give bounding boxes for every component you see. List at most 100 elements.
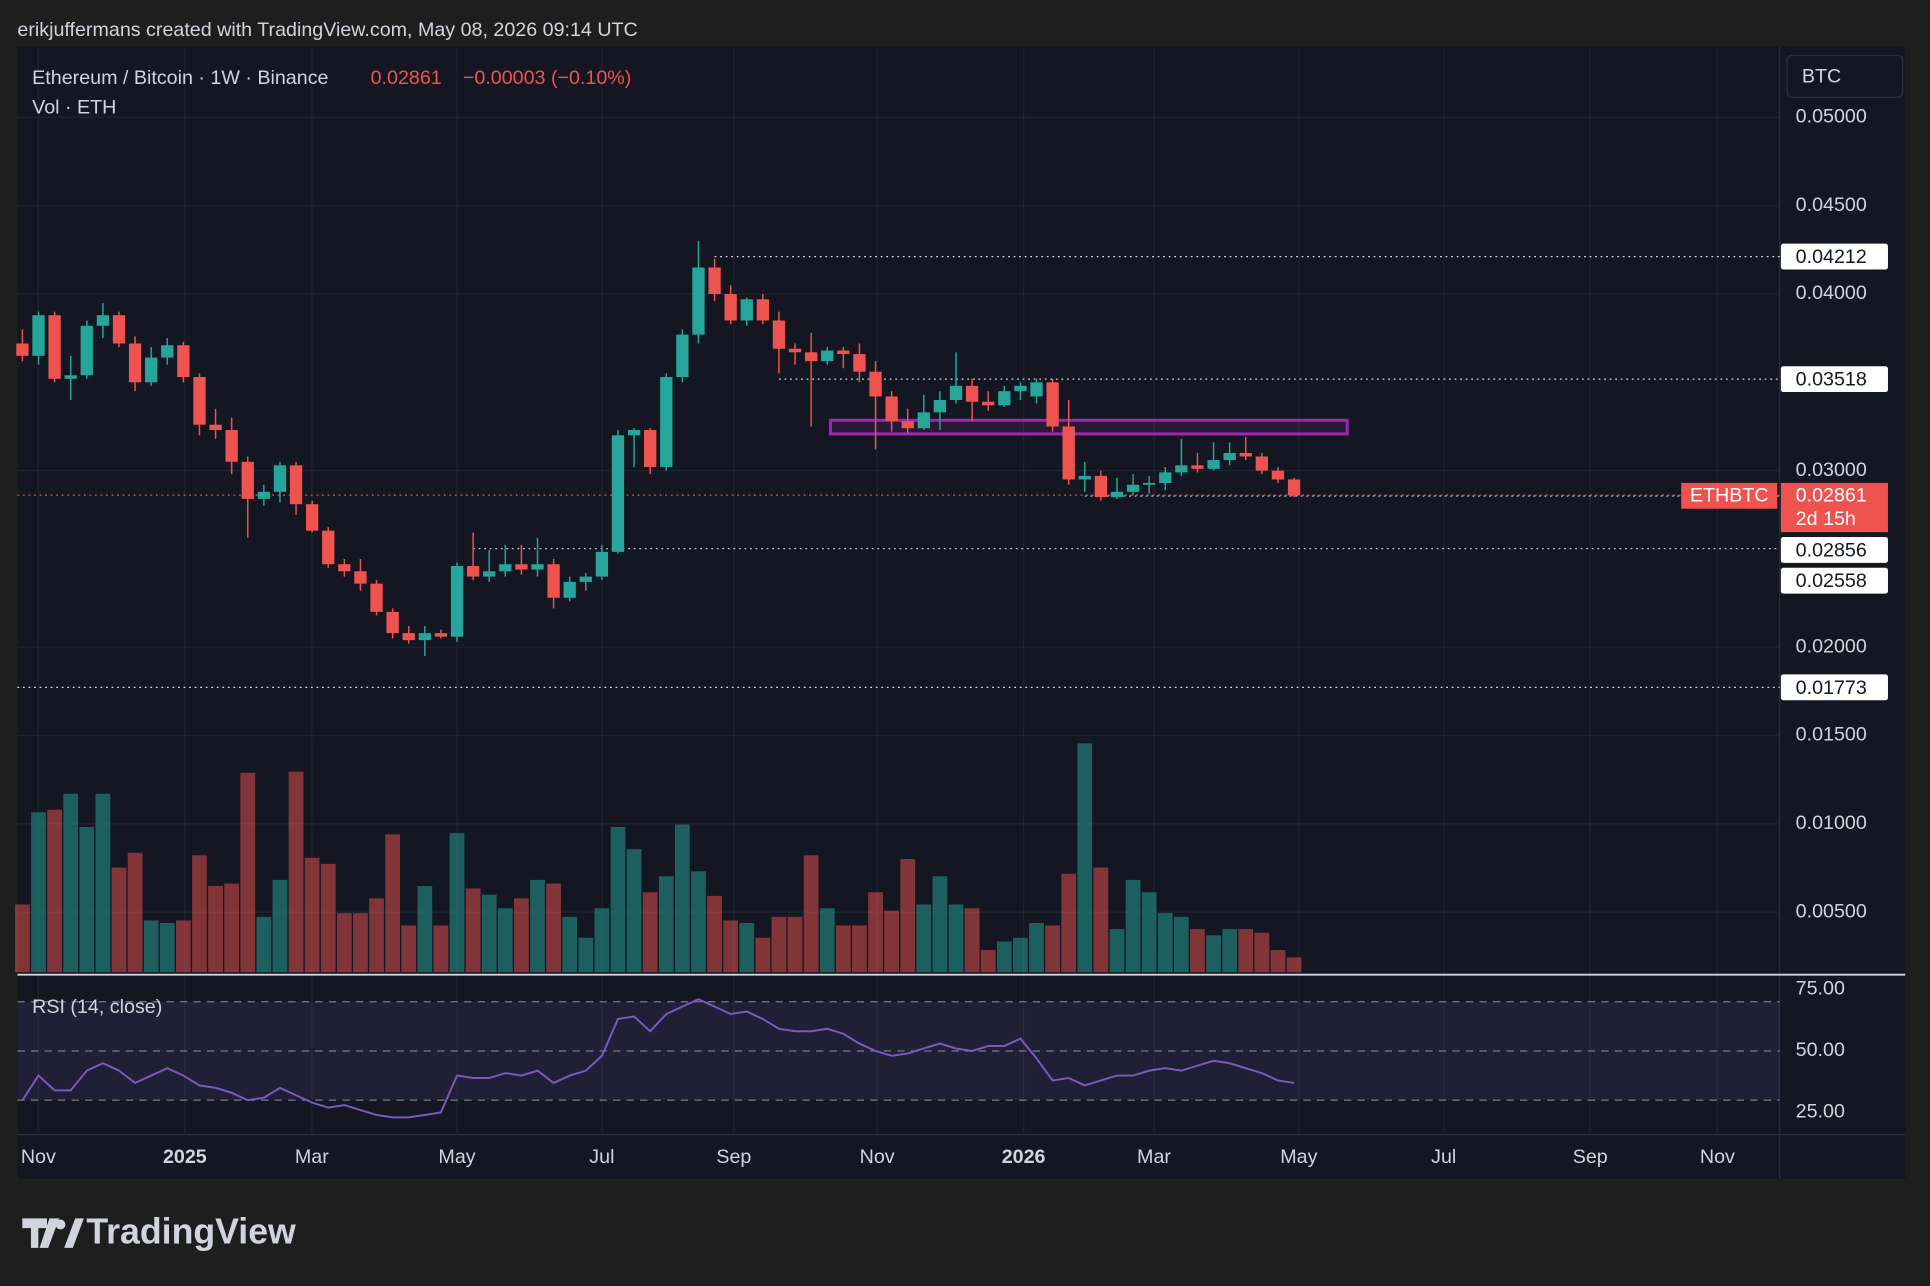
volume-bar	[642, 892, 658, 973]
candle-body	[257, 491, 271, 499]
level-label-box	[1780, 243, 1888, 270]
candle-body	[1191, 465, 1204, 469]
volume-bar	[1270, 950, 1286, 973]
candle-body	[563, 581, 576, 598]
volume-bar	[385, 834, 401, 973]
candle-body	[402, 633, 415, 641]
candle-body	[193, 377, 206, 425]
candle-body	[740, 299, 753, 321]
volume-bar	[546, 883, 561, 973]
candle-body	[386, 611, 399, 634]
x-tick-label: Nov	[21, 1146, 56, 1168]
volume-bar	[320, 863, 336, 973]
logo-icon	[22, 1218, 60, 1248]
volume-bar	[819, 908, 835, 973]
volume-bar	[1061, 873, 1077, 973]
candle-body	[1126, 484, 1140, 492]
volume-bar	[932, 876, 948, 973]
volume-bar	[79, 826, 95, 973]
volume-bar	[272, 879, 288, 973]
y-tick-label: 0.04500	[1796, 194, 1867, 216]
last-price: 0.02861	[1796, 485, 1867, 507]
x-tick-label: Nov	[1700, 1146, 1735, 1168]
candle-body	[1062, 426, 1075, 480]
x-tick-label: 2025	[163, 1146, 207, 1168]
volume-bar	[530, 879, 545, 973]
candle-body	[1207, 460, 1220, 469]
candle-body	[112, 315, 126, 344]
last-symbol-box	[1681, 482, 1778, 509]
volume-bar	[691, 871, 706, 973]
candle-body	[370, 583, 383, 612]
candle-body	[1110, 491, 1124, 498]
level-label-box	[1780, 537, 1888, 563]
volume-bar	[1206, 935, 1221, 973]
volume-bar	[1238, 929, 1254, 973]
volume-bar	[401, 925, 417, 973]
volume-bar	[626, 849, 642, 973]
candle-body	[434, 633, 448, 637]
countdown: 2d 15h	[1796, 508, 1856, 530]
volume-bar	[996, 941, 1012, 973]
candle-body	[933, 399, 947, 413]
volume-bar	[240, 772, 256, 973]
candle-body	[466, 565, 480, 577]
volume-bar	[674, 824, 690, 973]
candle-body	[756, 299, 770, 321]
volume-bar	[610, 826, 626, 973]
y-tick-label: 0.01500	[1796, 724, 1867, 746]
candle-body	[982, 401, 995, 406]
x-tick-label: May	[1280, 1146, 1317, 1168]
candle-body	[418, 633, 431, 641]
volume-bar	[916, 904, 932, 973]
candle-body	[338, 564, 351, 572]
currency-label[interactable]: BTC	[1802, 66, 1841, 88]
x-tick-label: 2026	[1002, 1146, 1046, 1168]
volume-bar	[1141, 892, 1157, 973]
candle-body	[724, 294, 737, 321]
symbol-legend: Ethereum / Bitcoin · 1W · Binance	[32, 67, 328, 89]
candle-body	[48, 315, 61, 379]
volume-bar	[304, 857, 320, 973]
volume-bar	[707, 895, 722, 973]
level-label: 0.04212	[1796, 246, 1867, 268]
candle-body	[708, 267, 721, 295]
volume-bar	[578, 937, 594, 973]
x-tick-label: Jul	[589, 1146, 614, 1168]
volume-legend: Vol · ETH	[32, 96, 116, 118]
volume-bar	[63, 793, 79, 973]
candle-body	[499, 564, 512, 572]
volume-bar	[192, 855, 207, 973]
candle-body	[209, 424, 222, 431]
candle-body	[547, 564, 560, 598]
last-symbol: ETHBTC	[1690, 485, 1769, 507]
volume-bar	[868, 892, 883, 973]
candle-body	[595, 551, 609, 577]
volume-bar	[31, 812, 46, 973]
candle-body	[32, 315, 45, 356]
volume-bar	[1125, 879, 1141, 973]
attribution: erikjuffermans created with TradingView.…	[17, 19, 637, 41]
candle-body	[515, 564, 528, 570]
volume-bar	[964, 908, 980, 973]
level-label: 0.02558	[1796, 570, 1867, 592]
volume-bar	[1013, 937, 1028, 973]
candle-body	[1094, 475, 1108, 498]
volume-bar	[224, 883, 240, 973]
rsi-line	[21, 998, 1295, 1119]
candle-body	[1143, 482, 1156, 485]
candle-body	[1159, 472, 1172, 483]
volume-bar	[481, 894, 497, 973]
volume-bar	[739, 922, 755, 973]
candle-body	[289, 465, 303, 505]
volume-bar	[336, 913, 352, 973]
currency-button[interactable]	[1786, 54, 1904, 98]
rsi-legend: RSI (14, close)	[32, 996, 162, 1018]
candle-body	[1030, 382, 1043, 397]
volume-bar	[900, 858, 916, 973]
candle-body	[1255, 456, 1268, 471]
volume-bar	[1029, 922, 1044, 973]
